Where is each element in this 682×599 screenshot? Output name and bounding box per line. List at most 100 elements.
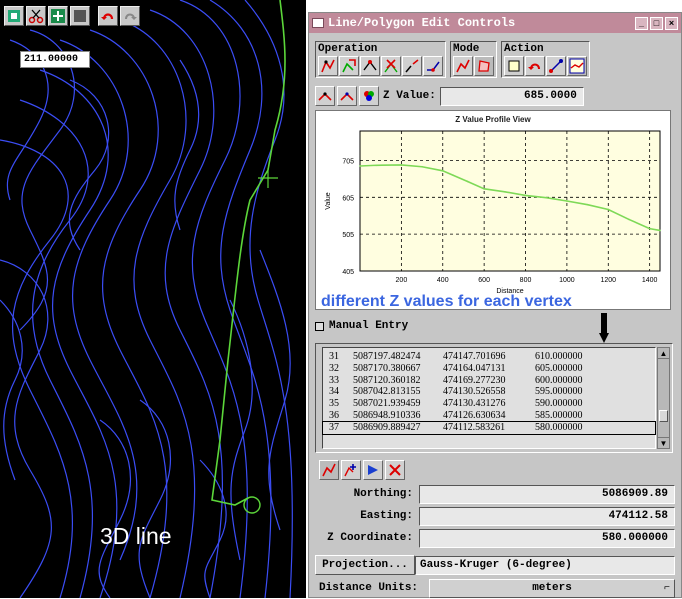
undo-action-icon[interactable]	[525, 56, 545, 76]
vertex-id-cell: 31	[329, 351, 353, 363]
redo-icon[interactable]	[120, 6, 140, 26]
profile-point	[607, 209, 609, 211]
manual-entry-checkbox[interactable]	[315, 322, 324, 331]
profile-point	[587, 204, 589, 206]
insert-vertex-icon[interactable]	[360, 56, 380, 76]
apply-vertex-icon[interactable]	[319, 460, 339, 480]
scroll-down-icon[interactable]: ▼	[658, 437, 669, 448]
map-caption: 3D line	[100, 523, 172, 550]
x-tick-label: 800	[520, 277, 532, 284]
table-row[interactable]: 36 5086948.910336 474126.630634 585.000000	[323, 410, 655, 422]
x-tick-label: 1200	[600, 277, 616, 284]
vertex-id-cell: 33	[329, 375, 353, 387]
table-row[interactable]: 35 5087021.939459 474130.431276 590.000000	[323, 398, 655, 410]
delete-point-icon[interactable]	[385, 460, 405, 480]
vertex-z-cell: 580.000000	[535, 422, 615, 434]
add-point-icon[interactable]	[341, 460, 361, 480]
move-vertex-icon[interactable]	[339, 56, 359, 76]
contour-map	[0, 0, 306, 598]
vertex-list-scrollbar[interactable]: ▲ ▼	[657, 347, 670, 449]
maximize-button[interactable]: □	[650, 17, 663, 30]
northing-row: Northing: 5086909.89	[315, 483, 675, 505]
profile-point	[376, 164, 378, 166]
vertex-id-cell: 35	[329, 398, 353, 410]
window-menu-icon[interactable]	[312, 18, 324, 28]
stop-icon[interactable]	[70, 6, 90, 26]
edit-controls-dialog: Line/Polygon Edit Controls _ □ × Operati…	[308, 12, 682, 598]
join-line-icon[interactable]	[423, 56, 443, 76]
3d-view-panel[interactable]: 211.00000 3D line	[0, 0, 306, 598]
manual-entry-label: Manual Entry	[329, 320, 408, 332]
profile-point	[401, 164, 403, 166]
vertex-easting-cell: 474169.277230	[443, 375, 535, 387]
table-row[interactable]: 31 5087197.482474 474147.701696 610.000000	[323, 351, 655, 363]
scroll-up-icon[interactable]: ▲	[658, 348, 669, 359]
clear-icon[interactable]	[504, 56, 524, 76]
vertex-northing-cell: 5087021.939459	[353, 398, 443, 410]
profile-point	[467, 181, 469, 183]
vertex-id-cell: 32	[329, 363, 353, 375]
z-coordinate-row: Z Coordinate: 580.000000	[315, 527, 675, 549]
vertex-link-icon[interactable]	[546, 56, 566, 76]
scissors-icon[interactable]	[26, 6, 46, 26]
profile-point	[566, 200, 568, 202]
vertex-list-frame: 31 5087197.482474 474147.701696 610.000000 3…	[315, 343, 673, 453]
z-lower-icon[interactable]	[315, 86, 335, 106]
manual-entry-toggle[interactable]: Manual Entry	[315, 320, 408, 332]
table-row[interactable]: 33 5087120.360182 474169.277230 600.000000	[323, 375, 655, 387]
table-row[interactable]: 32 5087170.380667 474164.047131 605.000000	[323, 363, 655, 375]
distance-units-select[interactable]: meters ⌐	[429, 579, 675, 598]
delete-vertex-icon[interactable]	[381, 56, 401, 76]
profile-point	[659, 230, 661, 232]
profile-view-icon[interactable]	[567, 56, 587, 76]
vertex-northing-cell: 5087170.380667	[353, 363, 443, 375]
line-mode-icon[interactable]	[453, 56, 473, 76]
projection-row: Projection... Gauss-Kruger (6-degree)	[315, 554, 675, 576]
z-value-row: Z Value: 685.0000	[315, 86, 584, 106]
scroll-thumb[interactable]	[659, 410, 668, 422]
vertex-easting-cell: 474112.583261	[443, 422, 535, 434]
table-row[interactable]: 34 5087042.813155 474130.526558 595.000000	[323, 386, 655, 398]
undo-icon[interactable]	[98, 6, 118, 26]
close-button[interactable]: ×	[665, 17, 678, 30]
vertex-z-cell: 605.000000	[535, 363, 615, 375]
projection-button[interactable]: Projection...	[315, 555, 415, 575]
add-vertex-icon[interactable]	[318, 56, 338, 76]
z-raise-icon[interactable]	[337, 86, 357, 106]
color-palette-icon[interactable]	[359, 86, 379, 106]
vertex-action-buttons	[319, 460, 405, 480]
map-toolbar	[0, 0, 306, 32]
polygon-mode-icon[interactable]	[474, 56, 494, 76]
x-tick-label: 600	[478, 277, 490, 284]
z-coordinate-field[interactable]: 580.000000	[419, 529, 675, 548]
profile-point	[649, 228, 651, 230]
easting-label: Easting:	[315, 510, 419, 522]
chart-plot: 200 400 600 800 1000 1200 1400 405 505 605 705 Valu…	[316, 111, 672, 311]
vertex-list[interactable]: 31 5087197.482474 474147.701696 610.000000 3…	[322, 347, 656, 449]
distance-units-label: Distance Units:	[315, 582, 429, 594]
vertex-northing-cell: 5086909.889427	[353, 422, 443, 434]
profile-point	[359, 165, 361, 167]
3d-line-path	[212, 0, 285, 505]
minimize-button[interactable]: _	[635, 17, 648, 30]
z-value-field[interactable]: 685.0000	[440, 87, 584, 106]
mode-group: Mode	[450, 41, 497, 78]
title-bar[interactable]: Line/Polygon Edit Controls _ □ ×	[309, 13, 681, 33]
vertex-easting-cell: 474130.431276	[443, 398, 535, 410]
profile-point	[525, 195, 527, 197]
z-profile-chart: Z Value Profile View 200 400 600 800 1000 120…	[315, 110, 671, 310]
easting-field[interactable]: 474112.58	[419, 507, 675, 526]
vertex-northing-cell: 5087120.360182	[353, 375, 443, 387]
operation-group: Operation	[315, 41, 446, 78]
northing-field[interactable]: 5086909.89	[419, 485, 675, 504]
edit-point-icon[interactable]	[363, 460, 383, 480]
vertex-z-cell: 595.000000	[535, 386, 615, 398]
profile-point	[421, 166, 423, 168]
easting-row: Easting: 474112.58	[315, 505, 675, 527]
layers-icon[interactable]	[4, 6, 24, 26]
table-row[interactable]: 37 5086909.889427 474112.583261 580.000000	[323, 422, 655, 434]
pan-icon[interactable]	[48, 6, 68, 26]
split-line-icon[interactable]	[402, 56, 422, 76]
profile-point	[452, 174, 454, 176]
vertex-northing-cell: 5087197.482474	[353, 351, 443, 363]
